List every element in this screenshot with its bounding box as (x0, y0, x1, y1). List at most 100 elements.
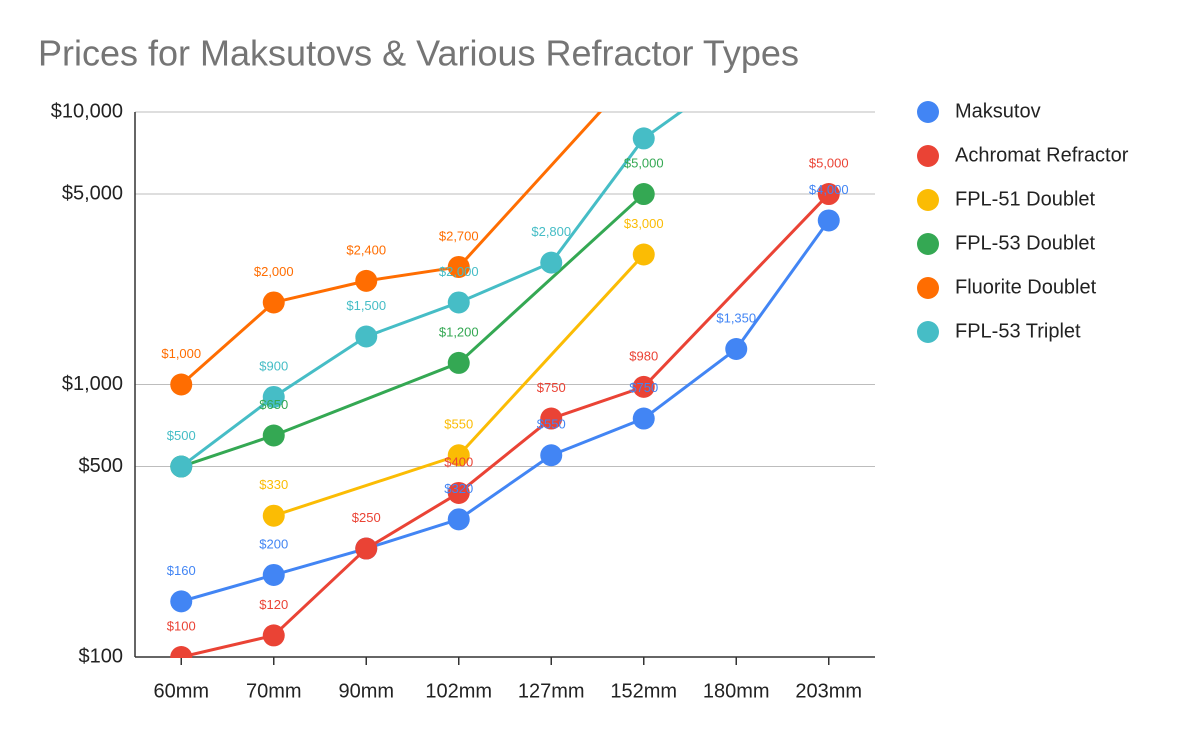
line-segment (365, 517, 460, 550)
y-tick-label: $1,000 (62, 373, 123, 395)
point (540, 444, 563, 467)
data-label: $2,800 (531, 224, 571, 239)
point (262, 504, 285, 527)
point (262, 291, 285, 314)
legend-marker (917, 101, 939, 123)
x-tick-label: 90mm (338, 680, 394, 702)
data-label: $250 (352, 510, 381, 525)
line-segment (457, 417, 553, 495)
point (632, 407, 655, 430)
line-segment (273, 279, 367, 304)
point (447, 291, 470, 314)
point (540, 407, 563, 430)
line-segment (735, 219, 830, 350)
data-label: $750 (537, 380, 566, 395)
legend-marker (917, 189, 939, 211)
data-label: $1,500 (346, 298, 386, 313)
data-label: $330 (259, 477, 288, 492)
point (355, 325, 378, 348)
data-label: $100 (167, 618, 196, 633)
line-segment (365, 301, 460, 338)
legend-label: Achromat Refractor (955, 144, 1129, 166)
data-label: $160 (167, 563, 196, 578)
data-label: $3,000 (624, 216, 664, 231)
data-label: $500 (167, 428, 196, 443)
x-tick-label: 102mm (425, 680, 492, 702)
point (632, 127, 655, 150)
line-segment (457, 253, 645, 457)
line-segment (457, 454, 553, 521)
line-segment (180, 395, 275, 468)
point (447, 444, 470, 467)
line-segment (550, 385, 645, 420)
point (355, 537, 378, 560)
point (725, 337, 748, 360)
point (540, 251, 563, 274)
data-label: $200 (259, 536, 288, 551)
point (262, 624, 285, 647)
data-label: $2,000 (439, 264, 479, 279)
data-label: $900 (259, 358, 288, 373)
legend-marker (917, 233, 939, 255)
y-tick-label: $5,000 (62, 182, 123, 204)
point (632, 183, 655, 206)
y-tick-label: $500 (79, 455, 124, 477)
line-segment (642, 347, 738, 420)
y-tick-label: $10,000 (51, 100, 123, 122)
point (632, 375, 655, 398)
line-segment (272, 335, 368, 399)
data-label: $1,350 (716, 310, 756, 325)
legend-marker (917, 321, 939, 343)
point (170, 646, 193, 658)
data-label: $4,000 (809, 182, 849, 197)
line-segment (366, 265, 459, 283)
line-segment (180, 573, 275, 603)
data-label: $1,200 (439, 324, 479, 339)
line-segment (642, 112, 684, 140)
data-label: $2,000 (254, 264, 294, 279)
data-label: $400 (444, 454, 473, 469)
data-label: $2,700 (439, 228, 479, 243)
chart-title: Prices for Maksutovs & Various Refractor… (38, 33, 799, 74)
x-tick-label: 70mm (246, 680, 302, 702)
legend-marker (917, 277, 939, 299)
point (262, 385, 285, 408)
data-label: $5,000 (809, 155, 849, 170)
line-segment (642, 192, 830, 388)
data-label: $550 (444, 417, 473, 432)
point (447, 508, 470, 531)
point (817, 209, 840, 232)
legend-label: FPL-53 Doublet (955, 232, 1096, 254)
line-segment (180, 434, 275, 468)
point (355, 269, 378, 292)
line-segment (273, 547, 367, 577)
data-label: $2,400 (346, 242, 386, 257)
data-label: $550 (537, 417, 566, 432)
point (170, 590, 193, 613)
data-label: $650 (259, 397, 288, 412)
point (170, 373, 193, 396)
legend-label: FPL-51 Doublet (955, 188, 1096, 210)
line-segment (273, 453, 460, 518)
x-tick-label: 60mm (153, 680, 209, 702)
line-segment (458, 261, 552, 304)
line-segment (457, 112, 603, 268)
legend-label: Maksutov (955, 100, 1041, 122)
line-segment (550, 137, 645, 264)
x-tick-label: 127mm (518, 680, 585, 702)
point (447, 481, 470, 504)
legend-label: Fluorite Doublet (955, 276, 1097, 298)
line-segment (365, 491, 460, 550)
legend-label: FPL-53 Triplet (955, 320, 1081, 342)
data-label: $5,000 (624, 155, 664, 170)
data-label: $980 (629, 348, 658, 363)
point (817, 183, 840, 206)
line-segment (550, 417, 645, 457)
point (262, 424, 285, 447)
data-label: $120 (259, 597, 288, 612)
x-tick-label: 152mm (610, 680, 677, 702)
point (447, 255, 470, 278)
point (262, 563, 285, 586)
data-label: $750 (629, 380, 658, 395)
